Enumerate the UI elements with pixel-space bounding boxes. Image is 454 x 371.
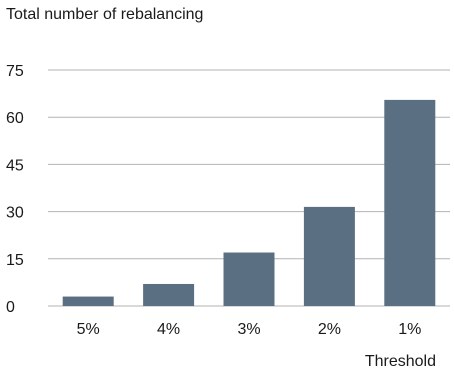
x-tick-label: 3% xyxy=(237,321,260,338)
bar-5-percent xyxy=(62,296,114,306)
bars xyxy=(62,99,436,306)
x-tick-label: 2% xyxy=(318,321,341,338)
y-tick-label: 30 xyxy=(6,205,24,222)
bar-1-percent xyxy=(384,99,436,306)
x-tick-label: 4% xyxy=(157,321,180,338)
y-tick-label: 0 xyxy=(6,299,15,316)
chart-title: Total number of rebalancing xyxy=(6,6,204,23)
x-axis-label: Threshold xyxy=(364,353,436,370)
y-tick-label: 60 xyxy=(6,110,24,127)
x-tick-label: 1% xyxy=(398,321,421,338)
bar-3-percent xyxy=(223,252,275,306)
x-tick-label: 5% xyxy=(77,321,100,338)
bar-4-percent xyxy=(143,283,195,306)
y-tick-labels: 0 15 30 45 60 75 xyxy=(6,63,24,316)
bar-2-percent xyxy=(303,206,355,306)
y-tick-label: 75 xyxy=(6,63,24,80)
x-tick-labels: 5% 4% 3% 2% 1% xyxy=(77,321,422,338)
y-tick-label: 15 xyxy=(6,252,24,269)
y-tick-label: 45 xyxy=(6,157,24,174)
